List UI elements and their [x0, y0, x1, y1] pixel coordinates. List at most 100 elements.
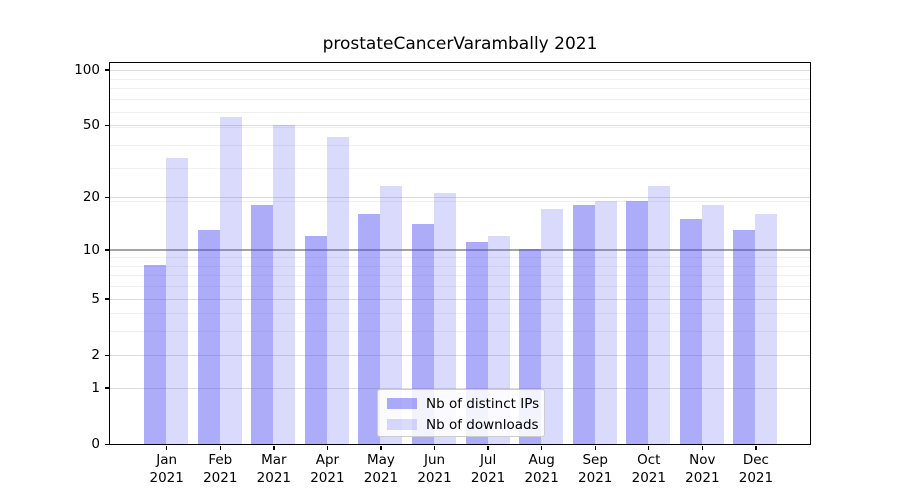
gridline-minor-3: [109, 331, 810, 333]
x-tick-month: Mar: [261, 452, 287, 468]
y-tick-label-10: 10: [82, 241, 100, 258]
bar-ips-nov: [679, 218, 702, 444]
x-tick-apr: [326, 445, 329, 450]
bar-downloads-feb: [219, 117, 242, 444]
x-tick-jul: [487, 445, 489, 450]
gridline-5: [109, 298, 810, 300]
bar-ips-oct: [626, 200, 649, 444]
x-tick-month: Jan: [156, 452, 178, 468]
y-tick-label-50: 50: [82, 117, 100, 134]
x-tick-label-aug: Aug 2021: [512, 451, 572, 487]
y-tick-label-1: 1: [91, 380, 100, 397]
y-tick-100: [104, 69, 109, 71]
bar-downloads-jan: [166, 157, 189, 444]
bar-ips-dec: [733, 229, 756, 444]
y-tick-10: [104, 249, 109, 251]
gridline-minor-7: [109, 275, 810, 277]
gridline-2: [109, 354, 810, 356]
bar-ips-may: [358, 213, 381, 444]
x-tick-label-oct: Oct 2021: [619, 451, 679, 487]
x-tick-label-feb: Feb 2021: [190, 451, 250, 487]
x-tick-year: 2021: [685, 470, 720, 486]
x-tick-year: 2021: [203, 470, 238, 486]
x-tick-sep: [594, 445, 596, 450]
x-tick-label-apr: Apr 2021: [297, 451, 357, 487]
bar-downloads-oct: [648, 185, 671, 444]
y-tick-label-20: 20: [82, 189, 100, 206]
x-tick-month: Sep: [582, 452, 608, 468]
x-tick-label-sep: Sep 2021: [565, 451, 625, 487]
x-tick-aug: [540, 445, 543, 450]
bar-downloads-dec: [755, 213, 778, 444]
x-tick-label-dec: Dec 2021: [726, 451, 786, 487]
x-tick-label-jun: Jun 2021: [405, 451, 465, 487]
bar-ips-sep: [572, 204, 595, 444]
legend-swatch-distinct-ips-icon: [387, 398, 417, 409]
legend-item-distinct-ips: Nb of distinct IPs: [378, 393, 544, 414]
bar-ips-apr: [304, 235, 327, 444]
gridline-minor-49: [109, 126, 810, 128]
y-tick-0: [104, 443, 109, 445]
x-tick-label-mar: Mar 2021: [244, 451, 304, 487]
x-tick-month: Dec: [742, 452, 769, 468]
gridline-minor-8: [109, 265, 810, 267]
x-tick-year: 2021: [578, 470, 613, 486]
bar-downloads-may: [380, 185, 403, 444]
x-tick-year: 2021: [256, 470, 291, 486]
gridline-20: [109, 196, 810, 198]
x-tick-may: [380, 445, 382, 450]
y-tick-1: [104, 387, 109, 389]
bar-downloads-sep: [594, 200, 617, 444]
x-tick-month: Apr: [315, 452, 340, 468]
x-tick-month: Nov: [689, 452, 716, 468]
y-tick-label-0: 0: [91, 436, 100, 453]
x-tick-nov: [701, 445, 704, 450]
x-tick-year: 2021: [470, 470, 506, 486]
x-tick-label-nov: Nov 2021: [672, 451, 732, 487]
x-tick-mar: [273, 445, 275, 450]
gridline-minor-79: [109, 88, 810, 90]
x-tick-month: Oct: [637, 452, 661, 468]
x-tick-month: Jul: [479, 452, 497, 468]
x-tick-label-jul: Jul 2021: [458, 451, 518, 487]
plot-area: [108, 61, 811, 445]
bar-downloads-apr: [326, 136, 349, 444]
bar-ips-mar: [251, 204, 274, 444]
x-tick-year: 2021: [738, 470, 774, 486]
x-tick-year: 2021: [524, 470, 559, 486]
y-tick-50: [104, 124, 109, 127]
legend-item-downloads: Nb of downloads: [378, 414, 544, 435]
gridline-minor-59: [109, 111, 810, 113]
y-tick-2: [104, 354, 109, 356]
x-tick-month: Aug: [528, 452, 555, 468]
x-tick-year: 2021: [631, 470, 666, 486]
x-tick-label-jan: Jan 2021: [137, 451, 197, 487]
gridline-minor-19: [109, 200, 810, 202]
x-tick-dec: [755, 445, 757, 450]
y-tick-20: [104, 196, 109, 199]
x-tick-jan: [166, 445, 168, 450]
x-tick-year: 2021: [310, 470, 345, 486]
x-tick-year: 2021: [417, 470, 452, 486]
x-tick-month: Jun: [423, 452, 446, 468]
x-tick-label-may: May 2021: [351, 451, 411, 487]
gridline-minor-29: [109, 168, 810, 170]
x-tick-jun: [433, 445, 436, 450]
x-tick-oct: [648, 445, 650, 450]
gridline-minor-39: [109, 144, 810, 146]
gridline-minor-6: [109, 286, 810, 288]
y-tick-label-2: 2: [91, 347, 100, 364]
gridline-minor-4: [109, 313, 810, 315]
legend-swatch-downloads-icon: [387, 419, 417, 430]
bar-downloads-nov: [701, 204, 724, 444]
legend-label-downloads: Nb of downloads: [426, 416, 539, 433]
legend-label-distinct-ips: Nb of distinct IPs: [426, 395, 540, 412]
bar-downloads-aug: [541, 209, 564, 444]
x-tick-year: 2021: [149, 470, 184, 486]
gridline-10: [109, 249, 810, 251]
y-tick-label-100: 100: [74, 62, 100, 79]
chart-title: prostateCancerVarambally 2021: [322, 34, 598, 54]
gridline-100: [109, 69, 810, 71]
gridline-50: [109, 124, 810, 126]
x-tick-month: May: [366, 452, 395, 468]
